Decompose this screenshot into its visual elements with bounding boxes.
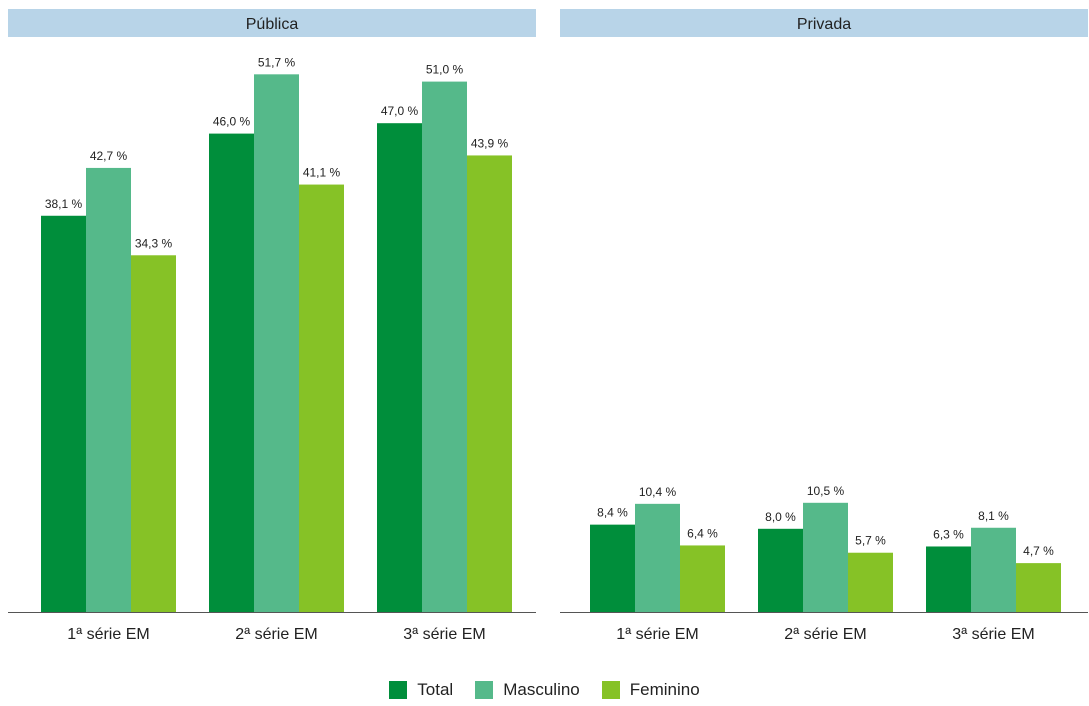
- bar-publica-2-serie-em-masculino: [254, 74, 299, 612]
- x-tick-label-privada-3-serie-em: 3ª série EM: [952, 626, 1034, 643]
- data-label-publica-1-serie-em-total: 38,1 %: [45, 197, 83, 211]
- legend-item-masculino: Masculino: [475, 680, 580, 700]
- bar-privada-1-serie-em-total: [590, 524, 635, 612]
- data-label-privada-3-serie-em-feminino: 4,7 %: [1023, 544, 1054, 558]
- bar-publica-2-serie-em-total: [209, 133, 254, 612]
- data-label-publica-1-serie-em-masculino: 42,7 %: [90, 149, 128, 163]
- legend-swatch-total: [389, 681, 408, 699]
- legend-swatch-masculino: [475, 681, 494, 699]
- data-label-publica-3-serie-em-total: 47,0 %: [381, 104, 419, 118]
- bar-privada-2-serie-em-masculino: [803, 502, 848, 612]
- panel-header-publica: [8, 9, 536, 37]
- bar-publica-2-serie-em-feminino: [299, 184, 344, 612]
- data-label-publica-3-serie-em-feminino: 43,9 %: [471, 136, 509, 150]
- data-label-privada-3-serie-em-masculino: 8,1 %: [978, 509, 1009, 523]
- bar-publica-3-serie-em-total: [377, 123, 422, 612]
- chart-canvas: Pública 38,1 % 42,7 % 34,3 % 1ª série EM 46,0…: [8, 9, 1088, 643]
- data-label-publica-3-serie-em-masculino: 51,0 %: [426, 63, 464, 77]
- panel-header-privada: [560, 9, 1088, 37]
- data-label-privada-1-serie-em-masculino: 10,4 %: [639, 485, 677, 499]
- legend-label-masculino: Masculino: [503, 680, 580, 699]
- legend-label-total: Total: [417, 680, 454, 699]
- data-label-publica-1-serie-em-feminino: 34,3 %: [135, 236, 173, 250]
- bar-privada-2-serie-em-feminino: [848, 552, 893, 612]
- bar-publica-1-serie-em-feminino: [131, 255, 176, 612]
- x-tick-label-privada-1-serie-em: 1ª série EM: [616, 626, 698, 643]
- panel-title-publica: Pública: [246, 16, 299, 33]
- bar-publica-1-serie-em-total: [41, 215, 86, 612]
- data-label-privada-2-serie-em-feminino: 5,7 %: [855, 534, 886, 548]
- bar-publica-1-serie-em-masculino: [86, 167, 131, 613]
- bar-privada-2-serie-em-total: [758, 528, 803, 612]
- data-label-privada-2-serie-em-masculino: 10,5 %: [807, 484, 845, 498]
- legend-item-feminino: Feminino: [601, 680, 700, 700]
- bar-privada-3-serie-em-masculino: [971, 527, 1016, 612]
- legend-label-feminino: Feminino: [629, 680, 700, 699]
- bar-publica-3-serie-em-feminino: [467, 155, 512, 612]
- x-tick-label-publica-2-serie-em: 2ª série EM: [235, 626, 317, 643]
- data-label-privada-3-serie-em-total: 6,3 %: [933, 527, 964, 541]
- x-tick-label-publica-1-serie-em: 1ª série EM: [67, 626, 149, 643]
- bar-privada-1-serie-em-feminino: [680, 545, 725, 612]
- data-label-publica-2-serie-em-masculino: 51,7 %: [258, 55, 296, 69]
- x-tick-label-privada-2-serie-em: 2ª série EM: [784, 626, 866, 643]
- data-label-publica-2-serie-em-total: 46,0 %: [213, 115, 251, 129]
- bar-privada-1-serie-em-masculino: [635, 503, 680, 612]
- legend-item-total: Total: [389, 680, 453, 700]
- data-label-privada-1-serie-em-feminino: 6,4 %: [687, 526, 718, 540]
- x-tick-label-publica-3-serie-em: 3ª série EM: [403, 626, 485, 643]
- panel-title-privada: Privada: [797, 16, 851, 33]
- legend-swatch-feminino: [601, 681, 620, 699]
- bar-privada-3-serie-em-feminino: [1016, 563, 1061, 612]
- chart-legend: Total Masculino Feminino: [0, 680, 1089, 700]
- bar-publica-3-serie-em-masculino: [422, 81, 467, 613]
- data-label-privada-1-serie-em-total: 8,4 %: [597, 506, 628, 520]
- data-label-privada-2-serie-em-total: 8,0 %: [765, 510, 796, 524]
- bar-privada-3-serie-em-total: [926, 546, 971, 612]
- data-label-publica-2-serie-em-feminino: 41,1 %: [303, 166, 341, 180]
